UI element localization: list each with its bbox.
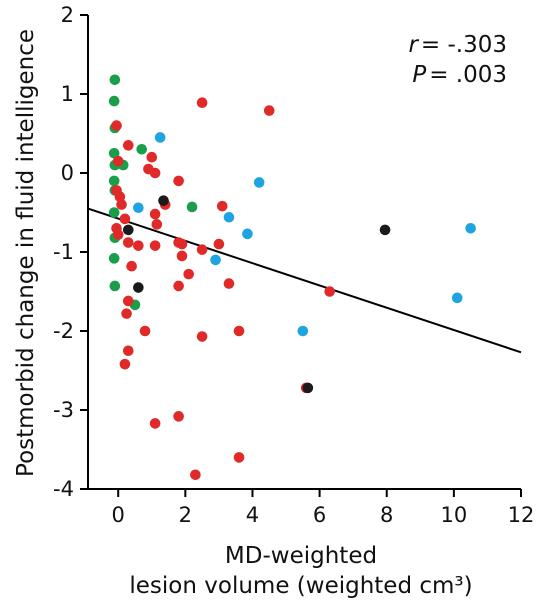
x-tick-label: 12 [508,503,535,527]
data-point-red [121,308,132,319]
data-point-blue [465,223,476,234]
data-point-red [149,240,161,251]
data-point-black [133,282,144,293]
data-point-blue [210,254,221,266]
data-point-red [116,199,127,210]
data-point-green [108,207,120,218]
data-point-red [149,167,161,179]
data-point-green [109,280,121,292]
data-point-blue [451,292,463,304]
data-point-red [173,280,184,292]
data-point-red [139,325,151,337]
p-value: = .003 [429,62,507,88]
data-point-red [233,325,245,337]
data-point-red [196,331,208,342]
data-point-blue [223,211,235,223]
data-point-red [112,229,124,240]
data-point-red [149,208,161,220]
data-point-blue [297,325,309,337]
data-point-red [324,286,335,297]
data-point-red [149,418,161,429]
y-tick-label: 2 [61,3,74,27]
data-point-red [122,345,134,357]
data-point-black [122,224,134,236]
x-tick-label: 4 [246,503,259,527]
data-point-red [146,151,158,163]
data-point-blue [242,228,253,240]
y-tick-label: -2 [53,319,74,343]
data-point-red [112,155,124,167]
data-point-green [108,95,120,107]
data-point-black [379,224,391,236]
data-point-green [186,201,198,213]
regression-line [87,207,522,354]
data-point-green [108,253,120,264]
data-point-red [183,268,194,280]
data-point-red [126,260,137,272]
data-point-red [151,219,163,230]
y-tick-label: -3 [53,398,74,422]
data-point-red [216,200,228,212]
x-tick-label: 10 [441,503,468,527]
data-point-green [108,175,120,187]
x-axis-title-line2: lesion volume (weighted cm³) [129,573,472,599]
y-axis-title: Postmorbid change in fluid intelligence [13,29,39,477]
x-axis-title-line1: MD-weighted [225,543,377,569]
x-tick-label: 8 [380,503,393,527]
y-tick-label: -4 [53,477,74,501]
data-point-red [223,278,235,289]
x-tick-label: 6 [313,503,326,527]
y-tick-label: 0 [61,161,74,185]
data-point-black [302,382,314,394]
data-point-red [213,238,225,250]
data-point-red [173,411,184,422]
data-point-red [263,105,275,116]
data-point-red [196,97,208,108]
data-point-red [190,469,201,481]
data-point-blue [253,177,265,188]
p-annotation: P = .003 [412,62,507,88]
data-point-red [176,238,188,250]
y-tick-label: -1 [53,240,74,264]
data-point-green [109,74,121,86]
data-point-green [108,147,120,159]
data-point-red [114,191,126,202]
data-point-red [196,244,208,255]
p-label: P [412,62,426,88]
data-point-red [122,237,134,248]
data-point-red [119,213,131,225]
data-point-red [122,295,134,307]
r-annotation: r = -.303 [408,32,507,58]
data-point-red [111,120,122,131]
data-point-red [133,240,144,251]
data-point-red [233,452,245,463]
data-point-red [122,140,134,151]
data-point-blue [133,202,144,214]
x-tick-label: 2 [179,503,192,527]
data-point-black [158,195,169,206]
data-point-blue [154,132,166,143]
x-tick-label: 0 [112,503,125,527]
y-tick-label: 1 [61,82,74,106]
data-point-red [173,175,184,187]
data-point-red [119,358,131,370]
r-value: = -.303 [421,32,507,58]
r-label: r [408,32,419,58]
data-point-red [176,250,188,262]
data-point-green [136,144,148,155]
